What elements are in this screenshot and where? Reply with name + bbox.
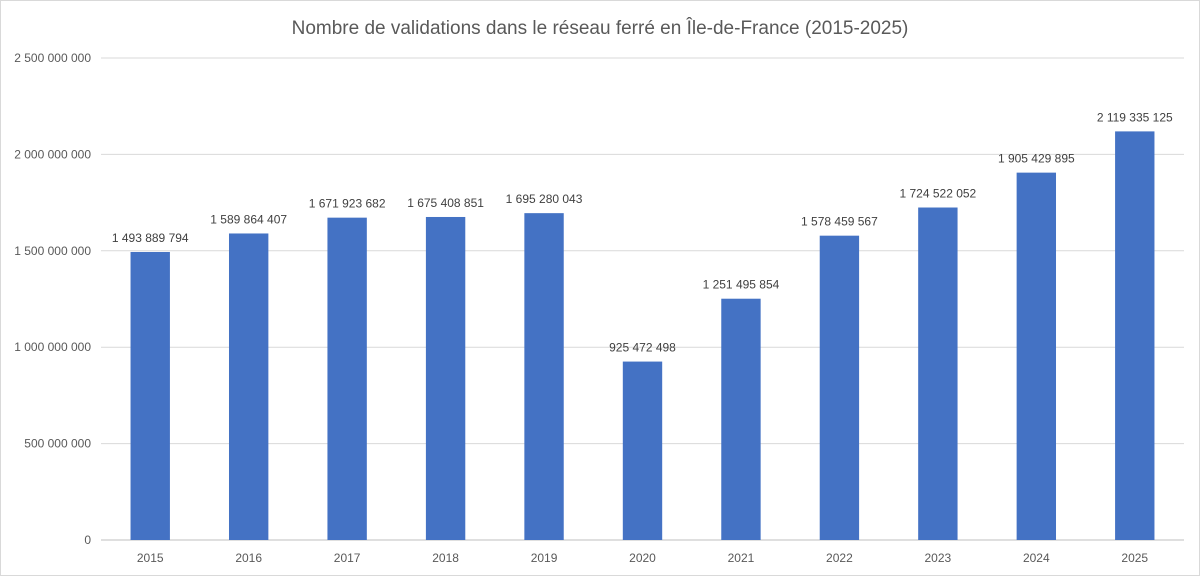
bar-2021: [721, 298, 761, 540]
x-axis-tick-labels: 2015 2016 2017 2018 2019 2020 2021 2022 2023 2024…: [137, 551, 1149, 565]
y-tick-label: 2 000 000 000: [14, 147, 91, 161]
bar-2020: [622, 361, 663, 540]
bar-2025: [1115, 131, 1155, 540]
data-label-2020: 925 472 498: [609, 341, 676, 355]
y-tick-label: 1 500 000 000: [14, 244, 91, 258]
bar-2016: [228, 233, 269, 541]
bar-2015: [130, 251, 170, 541]
x-tick-label-2017: 2017: [334, 551, 361, 565]
data-label-2018: 1 675 408 851: [407, 196, 484, 210]
x-tick-label-2015: 2015: [137, 551, 164, 565]
data-labels: 1 493 889 794 1 589 864 407 1 671 923 682 1…: [112, 110, 1173, 354]
x-tick-label-2021: 2021: [728, 551, 755, 565]
data-label-2015: 1 493 889 794: [112, 231, 189, 245]
x-tick-label-2018: 2018: [432, 551, 459, 565]
x-tick-label-2024: 2024: [1023, 551, 1050, 565]
data-label-2016: 1 589 864 407: [210, 212, 287, 226]
data-label-2023: 1 724 522 052: [899, 187, 976, 201]
data-label-2025: 2 119 335 125: [1097, 110, 1173, 124]
data-label-2022: 1 578 459 567: [801, 215, 878, 229]
bar-2019: [524, 213, 564, 540]
x-tick-label-2022: 2022: [826, 551, 853, 565]
bar-2018: [425, 216, 466, 540]
bar-2022: [819, 235, 860, 541]
data-label-2019: 1 695 280 043: [506, 192, 583, 206]
bar-2024: [1016, 172, 1057, 540]
y-tick-label: 0: [84, 533, 91, 547]
bars: [130, 131, 1155, 541]
data-label-2021: 1 251 495 854: [703, 278, 780, 292]
bar-2023: [918, 207, 958, 540]
chart-title: Nombre de validations dans le réseau fer…: [292, 17, 909, 39]
x-tick-label-2020: 2020: [629, 551, 656, 565]
x-tick-label-2025: 2025: [1121, 551, 1148, 565]
x-tick-label-2023: 2023: [925, 551, 952, 565]
y-axis-tick-labels: 0 500 000 000 1 000 000 000 1 500 000 000 2 …: [14, 51, 91, 547]
y-tick-label: 1 000 000 000: [14, 340, 91, 354]
y-tick-label: 2 500 000 000: [14, 51, 91, 65]
bar-2017: [327, 217, 367, 540]
gridlines: [101, 57, 1184, 541]
y-tick-label: 500 000 000: [24, 437, 91, 451]
data-label-2024: 1 905 429 895: [998, 152, 1075, 166]
data-label-2017: 1 671 923 682: [309, 197, 386, 211]
x-tick-label-2019: 2019: [531, 551, 558, 565]
x-tick-label-2016: 2016: [235, 551, 262, 565]
